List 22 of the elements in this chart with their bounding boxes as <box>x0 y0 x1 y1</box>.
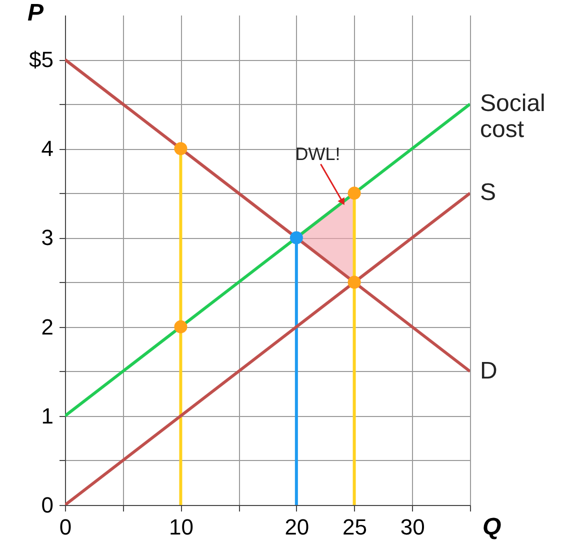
series-label: S <box>480 179 496 206</box>
y-tick-label: $5 <box>29 47 54 72</box>
x-axis-title: Q <box>482 514 502 540</box>
point <box>348 276 361 289</box>
y-axis-title: P <box>27 0 44 26</box>
point <box>174 320 188 334</box>
x-tick-label: 0 <box>59 514 72 540</box>
point <box>348 186 361 200</box>
annotation: DWL! <box>295 144 340 164</box>
x-tick-label: 10 <box>168 514 194 540</box>
y-tick-label: 1 <box>41 403 54 428</box>
series-label: D <box>480 357 498 384</box>
x-tick-label: 25 <box>342 514 368 540</box>
y-tick-label: 2 <box>41 314 54 340</box>
y-tick-label: 0 <box>41 492 54 518</box>
y-tick-label: 3 <box>41 225 54 250</box>
point <box>174 142 188 156</box>
y-tick-label: 4 <box>41 136 54 162</box>
x-tick-label: 20 <box>284 514 310 540</box>
point <box>290 231 303 244</box>
x-tick-label: 30 <box>400 514 425 540</box>
series-label: Social cost <box>480 90 546 144</box>
